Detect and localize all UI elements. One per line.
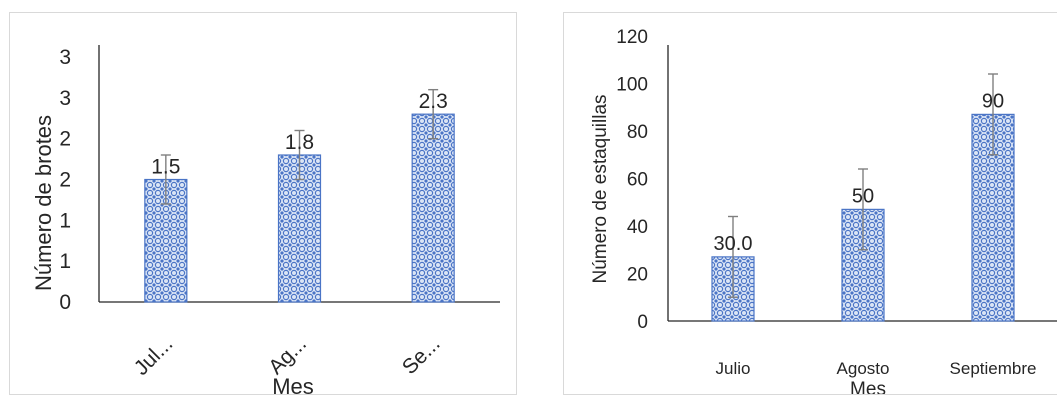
right-y-tick-label: 20	[627, 265, 648, 286]
right-y-axis-title: Número de estaquillas	[590, 94, 611, 283]
left-y-tick-label: 1	[59, 250, 71, 273]
left-data-label: 2.3	[419, 90, 448, 113]
right-x-axis-title: Mes	[850, 379, 886, 395]
right-y-tick-label: 60	[627, 170, 648, 191]
left-bar	[411, 113, 455, 303]
right-data-label: 30.0	[714, 233, 753, 255]
right-category-label: Agosto	[837, 359, 890, 378]
right-data-label: 90	[982, 90, 1004, 112]
left-x-axis-title: Mes	[272, 374, 314, 395]
right-category-label: Julio	[716, 359, 751, 378]
left-y-tick-label: 2	[59, 169, 71, 192]
chart-left-svg: 0 1 1 2 2 3 3 1.5 Jul... 1.8 Ag... 2.3 Se... Mes Númer…	[31, 45, 500, 395]
left-category-label: Jul...	[130, 332, 178, 380]
left-y-tick-label: 3	[59, 46, 71, 69]
chart-right: 0 20 40 60 80 100 120 30.0 Julio 50 Agosto 90 Septie…	[563, 12, 1057, 395]
right-y-tick-label: 80	[627, 122, 648, 143]
left-y-tick-label: 3	[59, 87, 71, 110]
right-data-label: 50	[852, 185, 874, 207]
left-y-tick-label: 1	[59, 209, 71, 232]
left-bar	[277, 154, 322, 303]
left-y-tick-label: 2	[59, 128, 71, 151]
left-data-label: 1.8	[285, 131, 314, 154]
chart-left: 0 1 1 2 2 3 3 1.5 Jul... 1.8 Ag... 2.3 Se... Mes Númer…	[9, 12, 517, 395]
left-y-tick-label: 0	[59, 291, 71, 314]
right-y-tick-label: 120	[616, 27, 648, 48]
left-y-axis-title: Número de brotes	[31, 115, 56, 291]
left-data-label: 1.5	[151, 156, 180, 179]
right-y-tick-label: 0	[637, 312, 648, 333]
right-y-tick-label: 40	[627, 217, 648, 238]
right-category-label: Septiembre	[950, 359, 1037, 378]
left-category-label: Se...	[398, 332, 445, 379]
chart-right-svg: 0 20 40 60 80 100 120 30.0 Julio 50 Agosto 90 Septie…	[590, 27, 1057, 395]
right-y-tick-label: 100	[616, 75, 648, 96]
left-category-label: Ag...	[264, 332, 311, 379]
